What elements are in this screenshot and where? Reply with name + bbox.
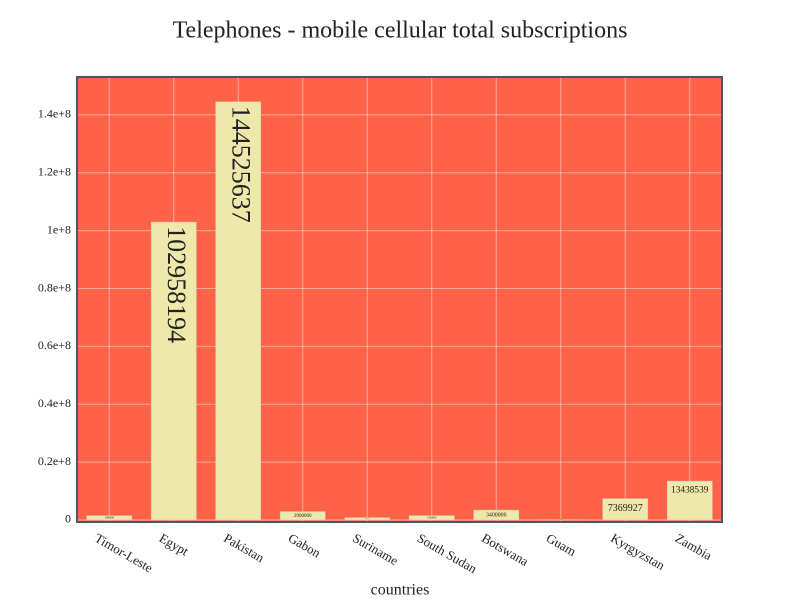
y-tick-label: 0.4e+8	[38, 396, 71, 410]
y-tick-label: 0.6e+8	[38, 338, 71, 352]
bar	[150, 221, 197, 521]
data-label: 1486000	[105, 516, 115, 519]
y-tick-label: 1.4e+8	[38, 107, 71, 121]
data-label: 13438539	[671, 486, 709, 496]
chart-title: Telephones - mobile cellular total subsc…	[173, 18, 628, 44]
plot-layer: 1486000 102958194 144525637 2900000 800000 15…	[77, 77, 722, 522]
bar	[86, 515, 133, 521]
data-label: 3400000	[486, 512, 507, 518]
data-label: 800000	[365, 518, 369, 520]
x-tick-label: South Sudan	[415, 530, 480, 576]
data-label: 2900000	[294, 514, 312, 519]
data-label: 102958194	[162, 226, 191, 343]
y-tick-label: 0	[65, 512, 71, 526]
plot-frame	[76, 76, 723, 523]
y-tick-label: 1.2e+8	[38, 165, 71, 179]
x-tick-label: Egypt	[157, 530, 192, 559]
bar	[473, 509, 520, 521]
bar	[215, 101, 262, 521]
x-tick-label: Kyrgyzstan	[608, 530, 668, 573]
bar	[602, 498, 649, 521]
x-axis-title: countries	[371, 582, 430, 599]
data-label: 1500000	[427, 516, 437, 519]
x-tick-label: Gabon	[286, 530, 324, 561]
x-tick-label: Pakistan	[221, 530, 267, 565]
bar	[408, 515, 455, 521]
x-tick-label: Botswana	[479, 530, 531, 569]
x-tick-label: Zambia	[673, 530, 715, 563]
x-tick-label: Guam	[544, 530, 579, 559]
y-tick-label: 0.2e+8	[38, 454, 71, 468]
x-tick-label: Suriname	[350, 530, 401, 568]
data-label: 7369927	[608, 503, 643, 514]
bar	[344, 517, 391, 521]
bar	[279, 511, 326, 521]
y-tick-label: 1e+8	[47, 222, 71, 236]
data-label: 144525637	[226, 106, 255, 223]
x-tick-label: Timor-Leste	[92, 530, 155, 575]
y-tick-label: 0.8e+8	[38, 280, 71, 294]
bar	[666, 480, 713, 521]
data-label: 98000	[560, 519, 563, 521]
